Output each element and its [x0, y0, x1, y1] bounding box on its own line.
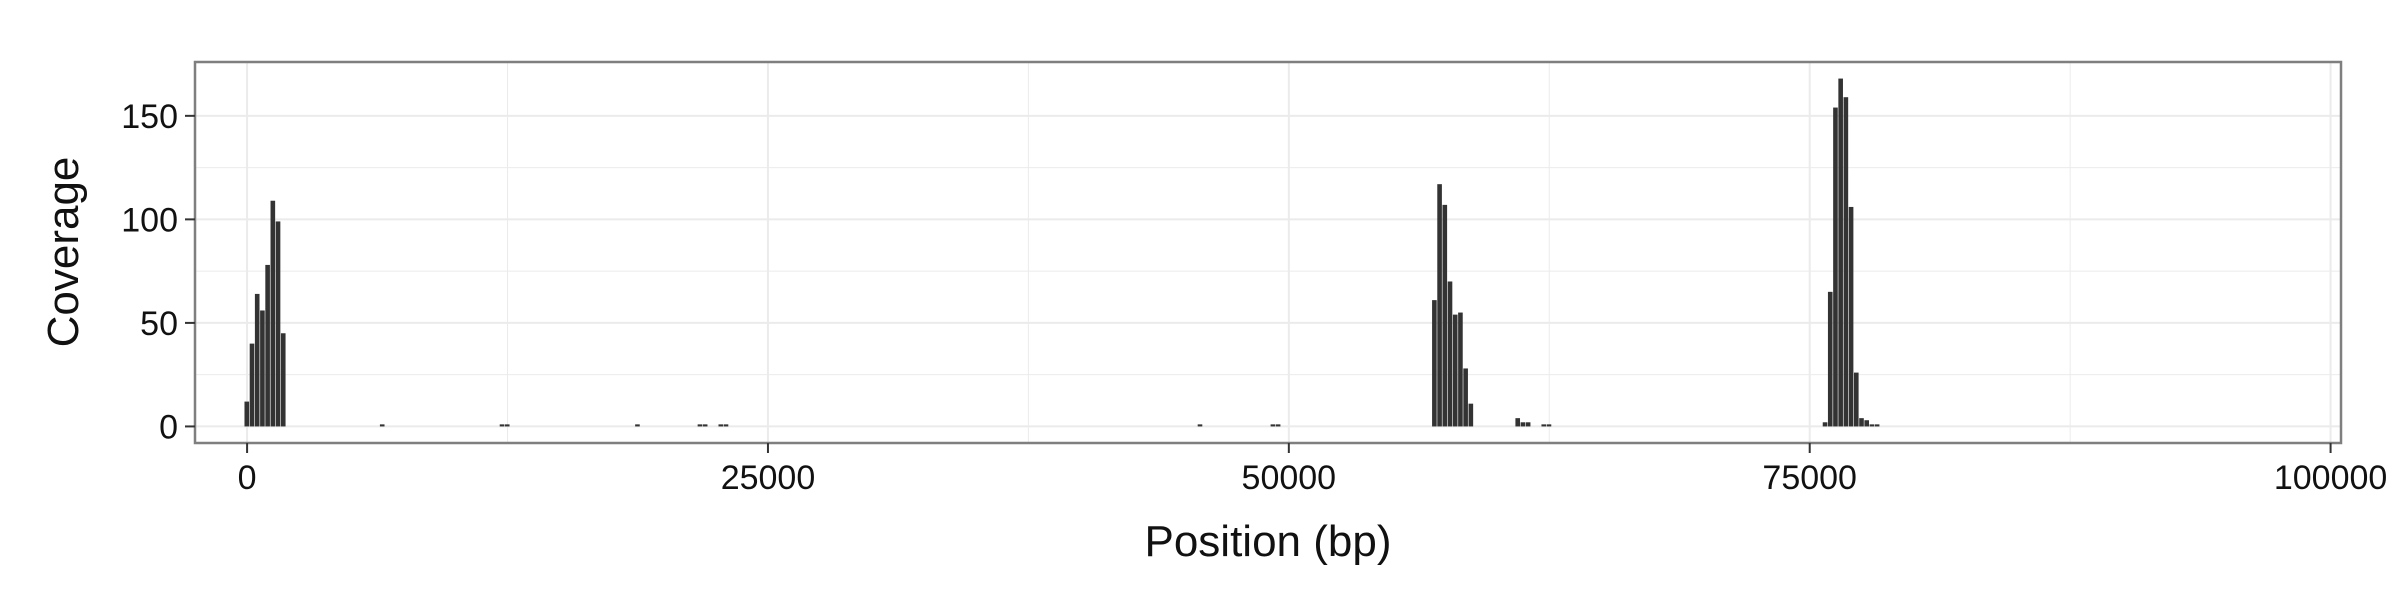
major-gridlines — [195, 62, 2341, 443]
coverage-bar — [1515, 418, 1521, 427]
x-tick-label: 75000 — [1762, 459, 1857, 497]
coverage-bar — [723, 424, 729, 427]
x-tick-label: 0 — [238, 459, 257, 497]
coverage-bar — [1546, 424, 1552, 427]
coverage-bar — [499, 424, 505, 427]
x-tick-label: 100000 — [2274, 459, 2387, 497]
coverage-bar — [1458, 312, 1463, 427]
coverage-bars — [244, 78, 1880, 427]
coverage-bar — [1525, 422, 1531, 427]
coverage-bar — [244, 401, 250, 427]
y-axis: 0 50 100 150 — [121, 98, 195, 446]
plot-panel — [195, 62, 2341, 443]
coverage-bar — [1432, 300, 1437, 427]
coverage-bar — [1869, 424, 1875, 427]
coverage-bar — [1197, 424, 1203, 427]
coverage-bar — [260, 310, 265, 427]
plot-panel-border — [193, 60, 2343, 445]
coverage-bar — [1827, 291, 1833, 427]
coverage-bar — [1447, 281, 1453, 427]
y-tick-label: 50 — [140, 305, 178, 343]
coverage-bar — [1859, 418, 1864, 427]
coverage-bar — [1848, 206, 1854, 427]
coverage-bar — [1822, 422, 1828, 427]
coverage-bar — [1520, 422, 1526, 427]
coverage-bar — [702, 424, 708, 427]
y-tick-label: 100 — [121, 201, 178, 239]
x-tick-label: 25000 — [721, 459, 816, 497]
minor-gridlines — [195, 62, 2341, 443]
coverage-bar — [280, 333, 286, 427]
coverage-bar — [718, 424, 724, 427]
x-axis-title: Position (bp) — [1144, 517, 1391, 566]
coverage-bar — [254, 293, 260, 427]
x-tick-label: 50000 — [1242, 459, 1337, 497]
x-axis: 0 25000 50000 75000 100000 — [238, 443, 2387, 497]
coverage-bar — [697, 424, 703, 427]
coverage-bar — [1874, 424, 1880, 427]
coverage-bar — [249, 343, 255, 427]
coverage-bar — [1541, 424, 1547, 427]
coverage-bar — [1442, 204, 1448, 427]
coverage-bar — [1468, 403, 1474, 427]
coverage-bar — [270, 200, 276, 427]
coverage-bar — [379, 424, 385, 427]
coverage-bar — [1463, 368, 1468, 427]
coverage-bar — [1270, 424, 1276, 427]
coverage-bar — [635, 424, 640, 427]
coverage-bar — [1452, 314, 1458, 427]
coverage-bar — [1853, 372, 1859, 427]
coverage-bar — [1833, 107, 1838, 427]
coverage-bar — [1838, 78, 1843, 427]
coverage-bar — [1843, 97, 1849, 427]
coverage-bar — [265, 264, 270, 427]
y-axis-title: Coverage — [39, 157, 88, 348]
coverage-bar — [1864, 420, 1870, 427]
coverage-bar — [504, 424, 510, 427]
y-tick-label: 150 — [121, 98, 178, 136]
coverage-bar — [275, 221, 281, 427]
coverage-bar — [1275, 424, 1281, 427]
y-tick-label: 0 — [159, 408, 178, 446]
coverage-bar — [1437, 184, 1442, 427]
